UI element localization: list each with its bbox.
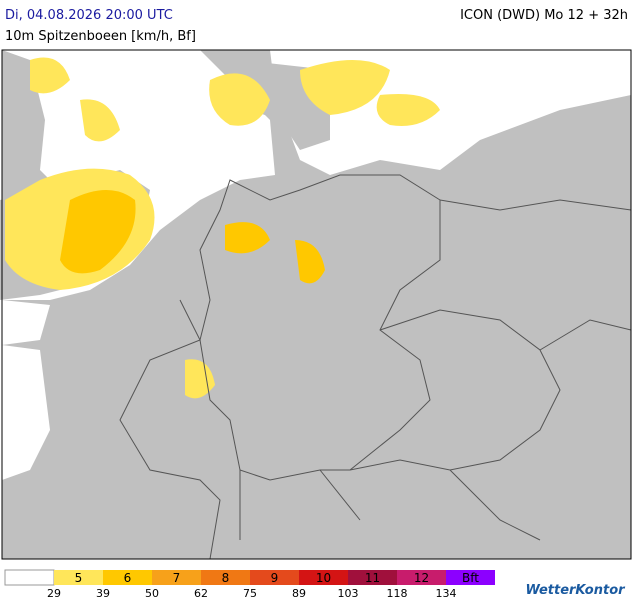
date-label: Di, 04.08.2026 20:00 UTC: [5, 8, 173, 23]
model-label: ICON (DWD) Mo 12 + 32h: [460, 8, 628, 23]
gust-area: [376, 94, 440, 126]
legend-swatch: [348, 570, 397, 585]
legend-label: Bft: [462, 571, 479, 585]
legend-label: 11: [365, 571, 380, 585]
country-border: [349, 309, 561, 471]
legend-speed: 50: [145, 587, 159, 600]
gust-area: [300, 60, 390, 115]
land: [2, 50, 60, 200]
gust-area: [30, 57, 120, 142]
gust-area: [295, 240, 325, 284]
sea: [2, 300, 50, 345]
legend-swatch: [299, 570, 348, 585]
subtitle: 10m Spitzenboeen [km/h, Bf]: [5, 29, 196, 44]
legend-label: 6: [124, 571, 132, 585]
legend-label: 5: [75, 571, 83, 585]
legend-label: 9: [271, 571, 279, 585]
legend-speed: 134: [436, 587, 457, 600]
legend-label: 10: [316, 571, 331, 585]
legend-label: 12: [414, 571, 429, 585]
legend-swatch: [250, 570, 299, 585]
legend-swatch: [201, 570, 250, 585]
sea: [2, 345, 50, 480]
legend-speed: 62: [194, 587, 208, 600]
legend-swatch: [152, 570, 201, 585]
legend-speed: 103: [338, 587, 359, 600]
country-border: [199, 174, 441, 481]
legend-label: 8: [222, 571, 230, 585]
legend-swatch: [4, 569, 55, 586]
legend-speed: 118: [387, 587, 408, 600]
map: [0, 49, 632, 560]
legend-swatch: [397, 570, 446, 585]
legend-speed: 89: [292, 587, 306, 600]
gust-area: [209, 73, 270, 126]
legend-speed: 75: [243, 587, 257, 600]
gust-area: [185, 359, 215, 399]
legend-label: 7: [173, 571, 181, 585]
logo: WetterKontor: [525, 583, 626, 598]
gust-area: [60, 190, 136, 274]
legend-swatch: [54, 570, 103, 585]
map-frame: [1, 49, 632, 560]
legend-swatch: [446, 570, 495, 585]
legend-swatch: [103, 570, 152, 585]
country-border: [119, 199, 632, 560]
gust-area: [225, 222, 270, 254]
legend-speed: 29: [47, 587, 61, 600]
legend-speed: 39: [96, 587, 110, 600]
